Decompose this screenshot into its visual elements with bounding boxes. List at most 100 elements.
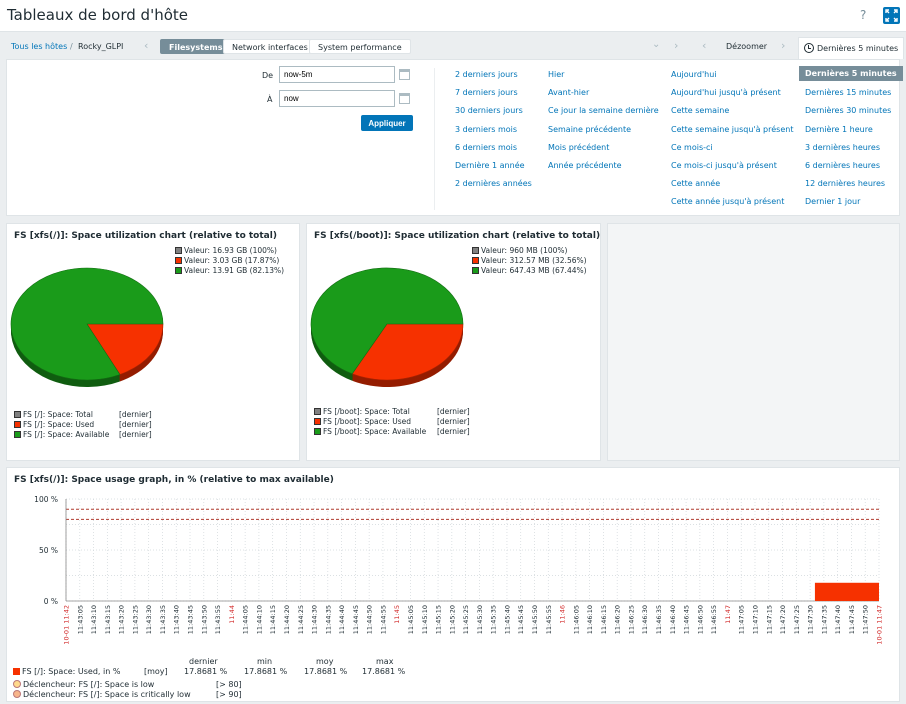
- stat-max: 17.8681 %: [362, 667, 406, 676]
- tab-system-performance[interactable]: System performance: [309, 39, 411, 54]
- x-tick-label: 11:45:55: [545, 605, 553, 634]
- time-period-tab[interactable]: Dernières 5 minutes: [798, 37, 904, 59]
- x-tick-label: 11:46:35: [655, 605, 663, 634]
- pie-slice: [351, 323, 464, 381]
- host-dashboard-nav: Tous les hôtes / Rocky_GLPI ‹ Filesystem…: [0, 33, 906, 59]
- quick-range-link[interactable]: Aujourd'hui jusqu'à présent: [671, 88, 781, 98]
- quick-range-link[interactable]: 2 derniers jours: [455, 70, 518, 79]
- x-tick-label: 11:44:55: [379, 605, 387, 634]
- x-tick-label: 11:44:20: [283, 605, 291, 634]
- quick-range-link[interactable]: Dernier 1 jour: [805, 197, 861, 207]
- quick-range-link[interactable]: Mois précédent: [548, 142, 610, 152]
- x-tick-label: 10-01 11:47: [876, 605, 884, 645]
- quick-range-link[interactable]: Ce jour la semaine dernière: [548, 106, 659, 116]
- x-tick-label: 11:45:30: [476, 605, 484, 634]
- quick-range-link[interactable]: Ce mois-ci: [671, 142, 713, 152]
- x-tick-label: 11:47:10: [751, 605, 759, 634]
- help-icon[interactable]: ?: [860, 8, 867, 22]
- prev-dashboard-icon[interactable]: ‹: [144, 39, 149, 52]
- x-tick-label: 11:44:05: [242, 605, 250, 634]
- next-dashboard-icon[interactable]: ›: [674, 39, 679, 52]
- legend-item-available: FS [/]: Space: Available [dernier]: [14, 430, 152, 440]
- tab-network-interfaces[interactable]: Network interfaces: [223, 39, 317, 54]
- x-tick-label: 11:47:40: [834, 605, 842, 634]
- quick-range-link[interactable]: Ce mois-ci jusqu'à présent: [671, 161, 777, 170]
- legend-swatch: [314, 428, 321, 435]
- quick-range-link[interactable]: Avant-hier: [548, 88, 590, 98]
- quick-range-link[interactable]: 2 dernières années: [455, 179, 532, 189]
- quick-range-link[interactable]: 3 dernières heures: [805, 142, 881, 152]
- x-tick-label: 11:47:50: [862, 605, 870, 634]
- quick-range-link[interactable]: 7 derniers jours: [455, 88, 518, 98]
- quick-range-link[interactable]: Aujourd'hui: [671, 70, 717, 79]
- pie-chart: [10, 267, 164, 387]
- legend-swatch: [14, 431, 21, 438]
- quick-range-link[interactable]: 30 derniers jours: [455, 106, 523, 116]
- legend-name: FS [/boot]: Space: Total: [323, 407, 410, 416]
- x-tick-label: 11:47: [724, 605, 732, 624]
- from-input[interactable]: [279, 66, 395, 83]
- x-tick-label: 11:43:25: [131, 605, 139, 634]
- legend-func: [dernier]: [119, 430, 152, 439]
- y-tick-label: 50 %: [38, 546, 58, 555]
- legend-name: FS [/boot]: Space: Available: [323, 427, 427, 436]
- quick-range-link[interactable]: Année précédente: [548, 161, 622, 170]
- apply-button[interactable]: Appliquer: [361, 115, 413, 131]
- kiosk-mode-icon[interactable]: [883, 7, 900, 24]
- series-area: [814, 582, 879, 601]
- chevron-down-icon[interactable]: ⌄: [652, 39, 661, 50]
- x-tick-label: 11:45:45: [517, 605, 525, 634]
- to-input[interactable]: [279, 90, 395, 107]
- quick-range-link[interactable]: Cette semaine jusqu'à présent: [671, 124, 794, 134]
- trigger-marker-icon: [13, 690, 21, 698]
- stat-header-min: min: [257, 657, 273, 666]
- plot-area: [66, 499, 879, 601]
- page-header: Tableaux de bord d'hôte ?: [0, 0, 906, 32]
- x-tick-label: 11:44:50: [366, 605, 374, 634]
- x-tick-label: 11:47:45: [848, 605, 856, 634]
- legend-func: [dernier]: [119, 420, 152, 429]
- x-tick-label: 11:46:45: [683, 605, 691, 634]
- quick-range-link[interactable]: Dernières 30 minutes: [805, 106, 892, 116]
- quick-range-link[interactable]: 6 derniers mois: [455, 142, 518, 152]
- quick-range-link[interactable]: Cette année jusqu'à présent: [671, 197, 785, 207]
- x-tick-label: 11:47:25: [793, 605, 801, 634]
- x-tick-label: 11:47:35: [820, 605, 828, 634]
- legend-value: Valeur: 647.43 MB (67.44%): [481, 266, 587, 275]
- legend-swatch: [472, 267, 479, 274]
- quick-range-link[interactable]: Semaine précédente: [548, 124, 632, 134]
- from-label: De: [262, 71, 274, 80]
- tab-filesystems[interactable]: Filesystems: [160, 39, 232, 54]
- calendar-icon[interactable]: [399, 93, 410, 104]
- legend-value: Valeur: 960 MB (100%): [481, 246, 568, 255]
- stat-header-last: dernier: [189, 657, 218, 666]
- quick-range-link[interactable]: Dernière 1 heure: [805, 124, 873, 134]
- quick-range-link[interactable]: 3 derniers mois: [455, 124, 518, 134]
- quick-range-link[interactable]: Dernières 5 minutes: [799, 66, 903, 81]
- trigger-condition: [> 90]: [216, 690, 242, 699]
- time-back-icon[interactable]: ‹: [702, 39, 707, 52]
- x-tick-label: 11:46: [559, 605, 567, 624]
- calendar-icon[interactable]: [399, 69, 410, 80]
- x-tick-label: 11:45:35: [490, 605, 498, 634]
- time-forward-icon[interactable]: ›: [781, 39, 786, 52]
- quick-range-link[interactable]: Cette année: [671, 179, 721, 189]
- stat-header-avg: moy: [316, 657, 334, 666]
- x-tick-label: 11:46:05: [572, 605, 580, 634]
- zoom-out-button[interactable]: Dézoomer: [726, 42, 768, 51]
- breadcrumb-all-hosts[interactable]: Tous les hôtes: [11, 42, 68, 51]
- quick-range-link[interactable]: Dernière 1 année: [455, 161, 525, 170]
- pie-slice: [10, 267, 164, 381]
- x-tick-label: 11:45:25: [462, 605, 470, 634]
- widget-title: FS [xfs(/)]: Space usage graph, in % (re…: [14, 475, 334, 485]
- x-tick-label: 11:46:10: [586, 605, 594, 634]
- quick-range-link[interactable]: Dernières 15 minutes: [805, 88, 892, 98]
- quick-range-link[interactable]: 6 dernières heures: [805, 161, 881, 170]
- quick-range-link[interactable]: Hier: [548, 70, 565, 79]
- x-tick-label: 11:45: [393, 605, 401, 624]
- x-tick-label: 11:43:40: [173, 605, 181, 634]
- quick-range-link[interactable]: Cette semaine: [671, 106, 730, 116]
- quick-range-link[interactable]: 12 dernières heures: [805, 179, 886, 189]
- space-usage-graph: 10-01 11:42 11:43:05 11:43:10 11:43:15 11:43…: [63, 498, 884, 645]
- trigger-legend-low: Déclencheur: FS [/]: Space is low [> 80]: [13, 680, 242, 689]
